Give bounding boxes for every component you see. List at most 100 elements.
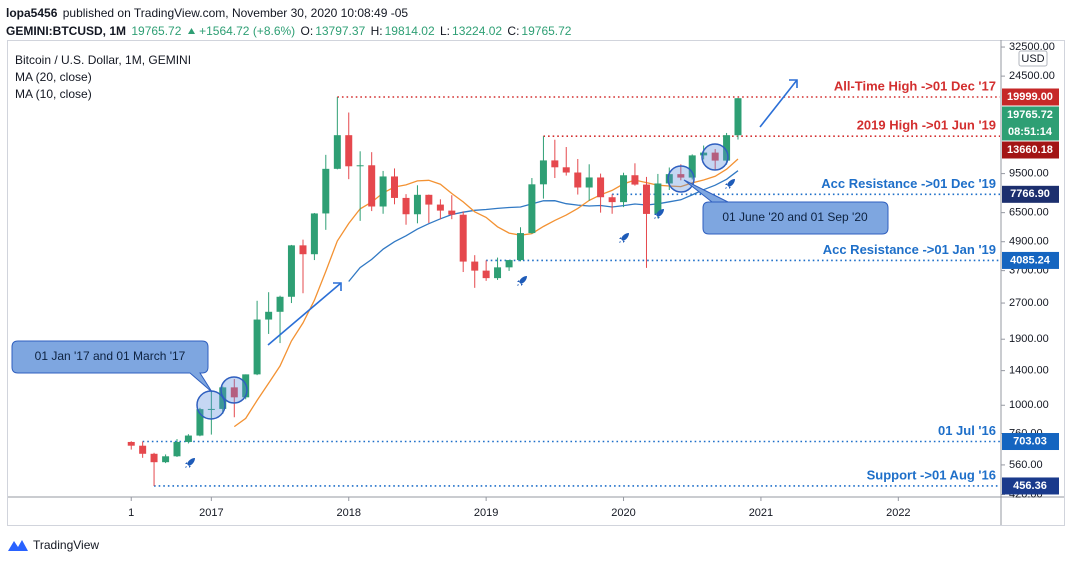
current-price-box: [1002, 106, 1059, 141]
rocket-icon: [517, 276, 527, 286]
y-tick-label: 1900.00: [1009, 333, 1049, 345]
ohlc-value: 13797.37: [315, 24, 366, 38]
plot: All-Time High ->01 Dec '17 2019 High ->01…: [127, 78, 1000, 487]
y-tick-label: 6500.00: [1009, 207, 1049, 219]
candle-body: [459, 214, 467, 262]
candle-body: [390, 176, 398, 198]
x-tick-label: 2019: [474, 507, 498, 519]
publisher: lopa5456: [6, 6, 58, 20]
highlight-circle: [667, 165, 695, 193]
candle-body: [139, 445, 147, 454]
level-label: Support ->01 Aug '16: [867, 467, 996, 482]
y-tick-label: 1400.00: [1009, 365, 1049, 377]
ohlc-label: L:: [440, 24, 451, 38]
candle-body: [184, 435, 192, 442]
publish-line: lopa5456 published on TradingView.com, N…: [6, 4, 573, 22]
unit-label: USD: [1021, 53, 1044, 65]
candle-body: [665, 174, 673, 184]
footer-logo: TradingView: [8, 538, 99, 552]
callout-text: 01 June '20 and 01 Sep '20: [722, 210, 868, 224]
candle-body: [230, 387, 238, 398]
candle-body: [723, 135, 731, 161]
ohlc-label: C:: [507, 24, 520, 38]
candle-body: [287, 245, 295, 297]
candle-body: [333, 135, 341, 169]
ohlc-value: 13224.02: [452, 24, 503, 38]
y-tick-label: 32500.00: [1009, 41, 1055, 53]
x-tick-label: 2020: [611, 507, 635, 519]
level-price: 703.03: [1013, 435, 1047, 447]
y-tick-label: 24500.00: [1009, 70, 1055, 82]
rocket-icon: [725, 179, 735, 189]
rocket-icon: [619, 233, 629, 243]
candle-body: [597, 177, 605, 198]
header: lopa5456 published on TradingView.com, N…: [6, 4, 573, 40]
y-tick-label: 4900.00: [1009, 236, 1049, 248]
ohlc-label: H:: [370, 24, 383, 38]
level-price-box: [1002, 477, 1059, 495]
candle-body: [436, 204, 444, 211]
candle-body: [551, 160, 559, 168]
candle-body: [127, 441, 135, 446]
ohlc-label: O:: [300, 24, 314, 38]
candle-body: [539, 160, 547, 185]
level-price: 456.36: [1013, 480, 1047, 492]
candle-body: [299, 245, 307, 255]
candle-body: [310, 213, 318, 255]
level-label: Acc Resistance ->01 Jan '19: [823, 242, 996, 257]
y-tick-label: 560.00: [1009, 459, 1043, 471]
candle-body: [505, 260, 513, 268]
y-tick-label: 9500.00: [1009, 168, 1049, 180]
callout: [11, 340, 213, 393]
level-price: 7766.90: [1010, 188, 1050, 200]
ma-line: [348, 170, 739, 282]
candle-body: [207, 408, 215, 410]
candle-body: [322, 168, 330, 214]
candle-body: [196, 409, 204, 436]
symbol-line: GEMINI:BTCUSD, 1M 19765.72 +1564.72 (+8.…: [6, 22, 573, 40]
y-tick-label: 2700.00: [1009, 297, 1049, 309]
legend-entry: MA (20, close): [15, 70, 92, 84]
level-price: 4085.24: [1010, 254, 1051, 266]
x-tick-label: 2017: [199, 507, 223, 519]
candle-body: [700, 152, 708, 156]
candle-body: [494, 267, 502, 279]
candle-body: [574, 172, 582, 188]
level-price: 13660.18: [1007, 144, 1053, 156]
highlight-circle: [220, 376, 248, 404]
candle-body: [276, 296, 284, 312]
candle-body: [642, 184, 650, 214]
arrow: [759, 79, 798, 128]
trend-arrows: [267, 79, 798, 346]
level-label: All-Time High ->01 Dec '17: [834, 78, 996, 93]
candle-body: [585, 177, 593, 188]
level-price-box: [1002, 433, 1059, 451]
candle-body: [150, 453, 158, 463]
candle-body: [265, 311, 273, 320]
candle-body: [620, 175, 628, 203]
x-tick-label: 2021: [749, 507, 773, 519]
ma-line: [233, 158, 739, 428]
arrow-head: [333, 282, 342, 291]
candle-body: [711, 152, 719, 161]
level-price-box: [1002, 251, 1059, 269]
candle-body: [482, 270, 490, 279]
level-label: Acc Resistance ->01 Dec '19: [821, 176, 996, 191]
level-label: 2019 High ->01 Jun '19: [857, 118, 996, 133]
candle-body: [631, 175, 639, 185]
symbol: GEMINI:BTCUSD, 1M: [6, 24, 126, 38]
candle-body: [402, 197, 410, 215]
candle-body: [345, 135, 353, 167]
x-tick-label: 2018: [337, 507, 361, 519]
candle-body: [162, 456, 170, 463]
legend-entry: MA (10, close): [15, 87, 92, 101]
candle-body: [379, 176, 387, 207]
ohlc-value: 19765.72: [521, 24, 572, 38]
level-price-box: [1002, 88, 1059, 106]
y-tick-label: 1000.00: [1009, 399, 1049, 411]
published: published on TradingView.com, November 3…: [62, 6, 409, 20]
candle-body: [368, 165, 376, 207]
level-price: 19999.00: [1007, 91, 1053, 103]
callout: [683, 179, 889, 235]
